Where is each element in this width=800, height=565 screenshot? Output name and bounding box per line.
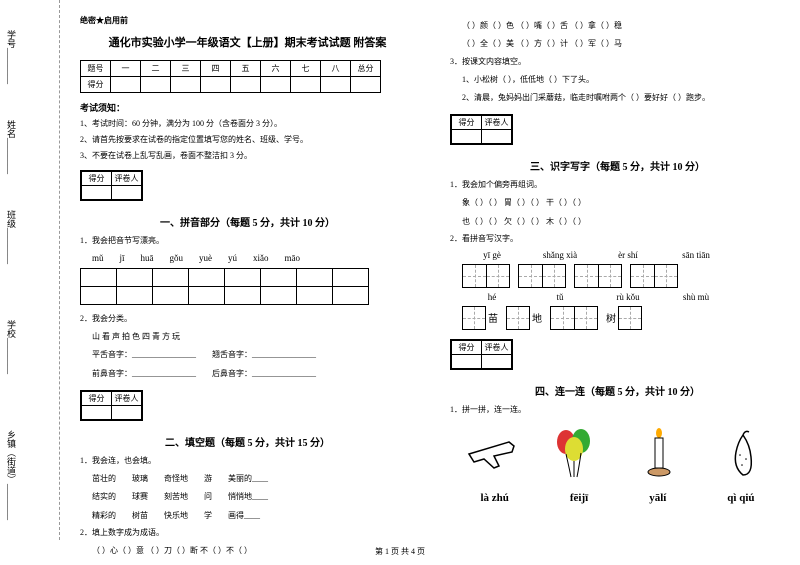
section4-title: 四、连一连（每题 5 分，共计 10 分） (450, 383, 785, 398)
score-box-2: 得分评卷人 (80, 390, 143, 421)
s2-q2: 2．填上数字成为成语。 (80, 527, 415, 540)
margin-label-2: 姓名________ (5, 120, 18, 174)
pear-icon (716, 427, 771, 482)
airplane-icon (464, 427, 519, 482)
rt-q3: 3．按课文内容填空。 (450, 56, 785, 69)
margin-label-1: 学号________ (5, 30, 18, 84)
s4-q1: 1．拼一拼，连一连。 (450, 404, 785, 417)
balloons-icon (548, 427, 603, 482)
s1-q1: 1．我会把音节写漂亮。 (80, 235, 415, 248)
score-box-1: 得分评卷人 (80, 170, 143, 201)
score-table: 题号 一 二 三 四 五 六 七 八 总分 得分 (80, 60, 381, 93)
margin-label-3: 班级________ (5, 210, 18, 264)
rt-sub2: 2、清晨，兔妈妈出门采蘑菇，临走时嘱咐两个（ ）要好好（ ）跑步。 (462, 91, 785, 105)
pinyin-row: mǔ jī huā gǒu yuè yú xiǎo māo (92, 253, 415, 263)
margin-label-5: 乡镇（街道）________ (5, 430, 18, 520)
note-3: 3、不要在试卷上乱写乱画，卷面不整洁扣 3 分。 (80, 150, 415, 163)
pinyin-labels: là zhú fēijī yālí qì qiú (450, 492, 785, 504)
note-1: 1、考试时间：60 分钟，满分为 100 分（含卷面分 3 分）。 (80, 118, 415, 131)
pinyin-row-1: yī gè shǎng xià èr shí sān tiān (462, 250, 785, 260)
pinyin-row-2: hé tǔ rù kǒu shù mù (462, 292, 785, 302)
write-table (80, 268, 369, 305)
margin-label-4: 学校________ (5, 320, 18, 374)
section3-title: 三、识字写字（每题 5 分，共计 10 分） (450, 158, 785, 173)
notes-title: 考试须知： (80, 101, 415, 114)
images-row (450, 427, 785, 482)
page-footer: 第 1 页 共 4 页 (0, 546, 800, 557)
left-column: 绝密★启用前 通化市实验小学一年级语文【上册】期末考试试题 附答案 题号 一 二… (60, 0, 430, 540)
confidential-mark: 绝密★启用前 (80, 15, 415, 26)
content-area: 绝密★启用前 通化市实验小学一年级语文【上册】期末考试试题 附答案 题号 一 二… (60, 0, 800, 540)
candle-icon (632, 427, 687, 482)
s1-chars: 山 看 声 拍 色 四 青 方 玩 (92, 330, 415, 344)
rt-sub1: 1、小松树（ ），低低地（ ）下了头。 (462, 73, 785, 87)
score-box-4: 得分评卷人 (450, 339, 513, 370)
s1-q2: 2．我会分类。 (80, 313, 415, 326)
rt-line1: （ ）颜（ ）色 （ ）嘴（ ）舌 （ ）拿（ ）稳 (462, 19, 785, 33)
rt-line2: （ ）全（ ）美 （ ）方（ ）计 （ ）军（ ）马 (462, 37, 785, 51)
left-margin: 学号________ 姓名________ 班级________ 学校_____… (0, 0, 60, 540)
tianzi-row-2: 苗 地 树 (462, 306, 785, 330)
section2-title: 二、填空题（每题 5 分，共计 15 分） (80, 434, 415, 449)
s3-q2: 2．看拼音写汉字。 (450, 233, 785, 246)
s3-q1: 1．我会加个偏旁再组词。 (450, 179, 785, 192)
score-box-3: 得分评卷人 (450, 114, 513, 145)
s3-line2: 也（ ）（ ） 欠（ ）（ ） 木（ ）（ ） (462, 215, 785, 229)
note-2: 2、请首先按要求在试卷的指定位置填写您的姓名、班级、学号。 (80, 134, 415, 147)
tianzi-row-1 (462, 264, 785, 288)
section1-title: 一、拼音部分（每题 5 分，共计 10 分） (80, 214, 415, 229)
exam-title: 通化市实验小学一年级语文【上册】期末考试试题 附答案 (80, 34, 415, 50)
s2-q1: 1．我会连，也会填。 (80, 455, 415, 468)
right-column: （ ）颜（ ）色 （ ）嘴（ ）舌 （ ）拿（ ）稳 （ ）全（ ）美 （ ）方… (430, 0, 800, 540)
s3-line1: 象（ ）（ ） 胃（ ）（ ） 干（ ）（ ） (462, 196, 785, 210)
page-container: 学号________ 姓名________ 班级________ 学校_____… (0, 0, 800, 540)
